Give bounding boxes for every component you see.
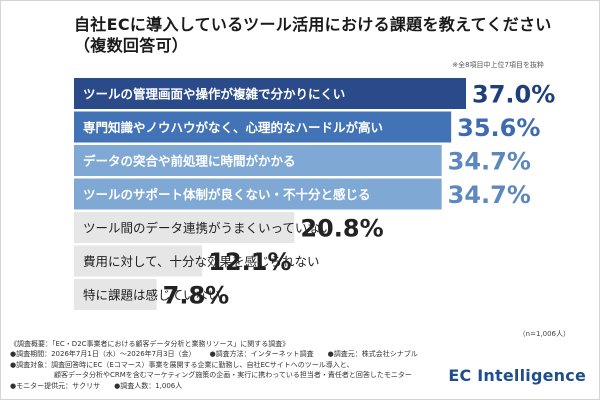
- value-label: 34.7%: [448, 181, 531, 209]
- value-label: 7.8%: [163, 282, 230, 310]
- bar-group: データの突合や前処理に時間がかかる 34.7%: [74, 145, 531, 176]
- value-label: 34.7%: [448, 148, 531, 176]
- chart-title: 自社ECに導入しているツール活用における課題を教えてください （複数回答可）: [74, 14, 574, 56]
- survey-footnotes: 《調査概要：「EC・D2C事業者における顧客データ分析と業務リソース」に関する調…: [10, 339, 450, 391]
- footnote-row-2: ●調査期間：2026年7月1日（水）〜2026年7月3日（金） ●調査方法：インタ…: [10, 349, 450, 359]
- bar: [74, 111, 452, 143]
- bar: [74, 145, 442, 176]
- footnote-target-b: 顧客データ分析やCRMを含むマーケティング施策の企画・実行に携わっている担当者・…: [54, 371, 412, 380]
- category-label: ツールの管理画面や操作が複雑で分かりにくい: [83, 87, 345, 102]
- title-line-2: （複数回答可）: [74, 36, 189, 55]
- bar: [74, 212, 295, 243]
- title-line-1: 自社ECに導入しているツール活用における課題を教えてください: [74, 15, 552, 34]
- bar-group: ツールの管理画面や操作が複雑で分かりにくい 37.0%: [74, 78, 555, 109]
- category-label: ツールのサポート体制が良くない・不十分と感じる: [83, 187, 371, 202]
- bar: [74, 245, 203, 277]
- bar: [74, 178, 442, 210]
- footnote-row-5: ●モニター提供元：サクリサ ●調査人数：1,006人: [10, 381, 450, 391]
- category-label: 特に課題は感じていない: [83, 288, 221, 303]
- footnote-monitor: ●モニター提供元：サクリサ: [10, 381, 101, 390]
- footnote-target-a: ●調査対象：調査回答時にEC（Eコマース）事業を展開する企業に勤務し、自社ECサ…: [10, 360, 354, 369]
- footnote-summary: 《調査概要：「EC・D2C事業者における顧客データ分析と業務リソース」に関する調…: [10, 340, 290, 348]
- bar: [74, 78, 466, 109]
- value-label: 20.8%: [300, 215, 383, 243]
- bar-group: 専門知識やノウハウがなく、心理的なハードルが高い 35.6%: [74, 111, 540, 143]
- footnote-period: ●調査期間：2026年7月1日（水）〜2026年7月3日（金）: [10, 350, 196, 359]
- footnote-operator: ●調査元：株式会社シナブル: [327, 350, 418, 359]
- category-label: 専門知識やノウハウがなく、心理的なハードルが高い: [83, 120, 383, 135]
- value-label: 37.0%: [472, 81, 555, 109]
- bar: [74, 279, 157, 310]
- bar-group: ツールのサポート体制が良くない・不十分と感じる 34.7%: [74, 178, 531, 210]
- value-label: 35.6%: [457, 114, 540, 142]
- footnote-count: ●調査人数：1,006人: [114, 381, 183, 390]
- category-label: 費用に対して、十分な効果を感じられない: [83, 254, 320, 269]
- category-label: ツール間のデータ連携がうまくいっていない: [83, 221, 332, 236]
- value-label: 12.1%: [208, 248, 291, 276]
- footnote-method: ●調査方法：インターネット調査: [209, 350, 314, 359]
- ec-intelligence-logo: EC Intelligence: [448, 366, 586, 385]
- excerpt-note: ※全8項目中上位7項目を抜粋: [452, 61, 544, 69]
- category-label: データの突合や前処理に時間がかかる: [83, 154, 296, 169]
- sample-size: （n=1,006人）: [518, 330, 570, 338]
